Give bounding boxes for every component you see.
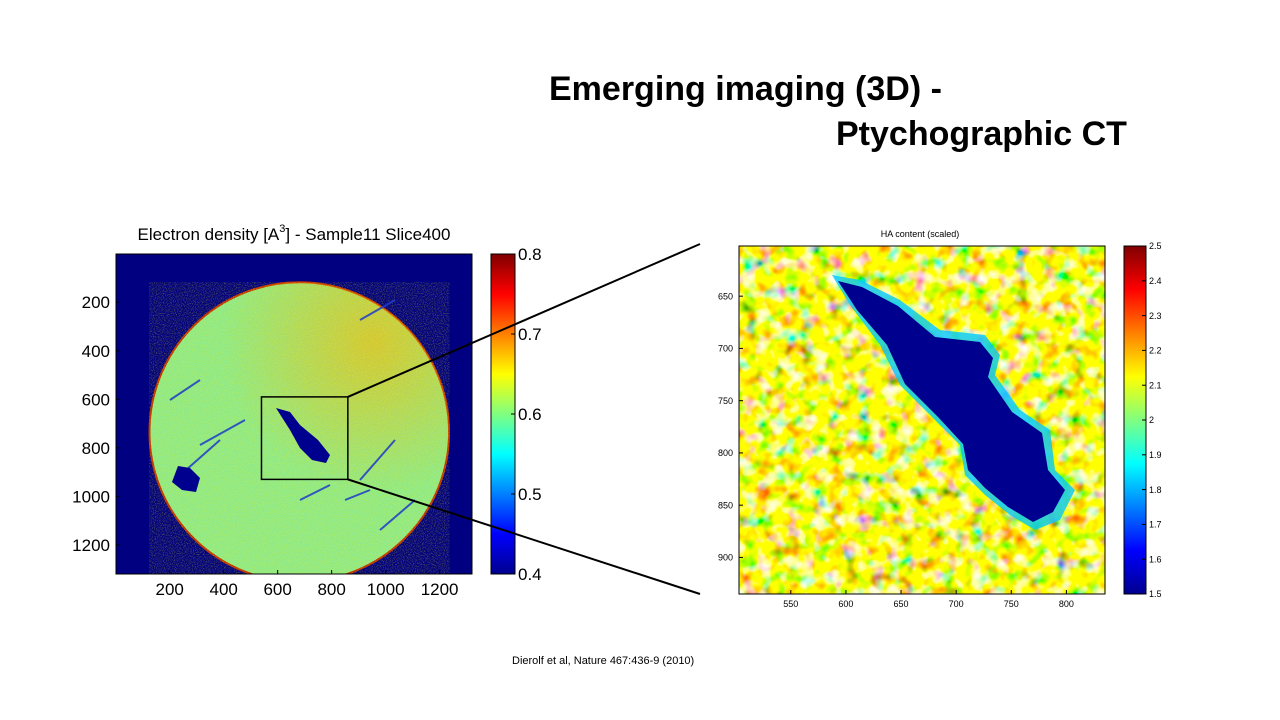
right-y-tick-label: 900 — [718, 553, 733, 563]
right-x-tick-label: 550 — [783, 599, 798, 609]
left-y-tick-label: 1200 — [72, 536, 110, 555]
left-y-tick-label: 800 — [82, 439, 110, 458]
left-x-tick-label: 1200 — [421, 580, 459, 599]
right-y-tick-label: 650 — [718, 291, 733, 301]
pore-large — [276, 408, 330, 463]
left-x-tick-label: 800 — [317, 580, 345, 599]
left-x-tick-label: 200 — [156, 580, 184, 599]
left-chart-title: Electron density [A3] - Sample11 Slice40… — [138, 223, 451, 244]
right-colorbar-tick-label: 1.7 — [1149, 520, 1162, 530]
left-y-tick-label: 600 — [82, 390, 110, 409]
right-x-tick-label: 700 — [949, 599, 964, 609]
zoom-connector-bottom — [347, 478, 701, 595]
right-x-tick-label: 750 — [1004, 599, 1019, 609]
right-colorbar-tick-label: 1.5 — [1149, 589, 1162, 599]
left-colorbar-tick-label: 0.7 — [518, 325, 542, 344]
left-x-tick-label: 1000 — [367, 580, 405, 599]
right-x-tick-label: 650 — [894, 599, 909, 609]
right-colorbar-ticks: 1.5 1.6 1.7 1.8 1.9 2 2.1 2.2 2.3 2.4 2.5 — [1142, 241, 1162, 599]
left-colorbar-tick-label: 0.5 — [518, 485, 542, 504]
right-colorbar-tick-label: 1.6 — [1149, 554, 1162, 564]
left-chart: Electron density [A3] - Sample11 Slice40… — [72, 223, 541, 599]
right-colorbar-tick-label: 2 — [1149, 415, 1154, 425]
right-colorbar-tick-label: 2.5 — [1149, 241, 1162, 251]
zoom-box — [260, 396, 349, 481]
right-colorbar-tick-label: 2.4 — [1149, 276, 1162, 286]
citation: Dierolf et al, Nature 467:436-9 (2010) — [512, 655, 695, 667]
left-colorbar-tick-label: 0.8 — [518, 245, 542, 264]
right-colorbar-tick-label: 1.8 — [1149, 485, 1162, 495]
right-y-tick-label: 850 — [718, 500, 733, 510]
right-x-ticks: 550 600 650 700 750 800 — [783, 590, 1074, 609]
right-plot-texture — [739, 246, 1105, 594]
left-colorbar-tick-label: 0.6 — [518, 405, 542, 424]
right-y-tick-label: 800 — [718, 448, 733, 458]
left-y-ticks: 200 400 600 800 1000 1200 — [72, 293, 120, 555]
right-plot-frame — [738, 245, 1106, 595]
left-y-tick-label: 200 — [82, 293, 110, 312]
left-x-tick-label: 600 — [263, 580, 291, 599]
sample-cracks — [169, 299, 416, 531]
left-y-tick-label: 400 — [82, 342, 110, 361]
right-x-tick-label: 800 — [1059, 599, 1074, 609]
right-colorbar-tick-label: 1.9 — [1149, 450, 1162, 460]
right-chart-title: HA content (scaled) — [881, 229, 960, 239]
left-colorbar-tick-label: 0.4 — [518, 565, 542, 584]
pore-zoomed — [838, 281, 1065, 522]
zoom-connector-top — [347, 243, 701, 398]
right-x-tick-label: 600 — [838, 599, 853, 609]
right-y-tick-label: 700 — [718, 344, 733, 354]
left-x-ticks: 200 400 600 800 1000 1200 — [156, 570, 459, 599]
left-x-tick-label: 400 — [210, 580, 238, 599]
left-plot-frame — [115, 253, 473, 575]
pore-small — [172, 466, 200, 492]
slide-title-line-1: Emerging imaging (3D) - — [549, 70, 942, 108]
right-y-ticks: 650 700 750 800 850 900 — [718, 291, 743, 563]
slide-title-line-2: Ptychographic CT — [836, 115, 1127, 153]
left-colorbar-ticks: 0.4 0.5 0.6 0.7 0.8 — [511, 245, 542, 584]
right-y-tick-label: 750 — [718, 396, 733, 406]
right-colorbar-tick-label: 2.2 — [1149, 346, 1162, 356]
right-chart: HA content (scaled) 550 600 650 700 750 800 6… — [718, 229, 1162, 609]
left-y-tick-label: 1000 — [72, 487, 110, 506]
right-colorbar-tick-label: 2.3 — [1149, 311, 1162, 321]
right-colorbar-tick-label: 2.1 — [1149, 380, 1162, 390]
